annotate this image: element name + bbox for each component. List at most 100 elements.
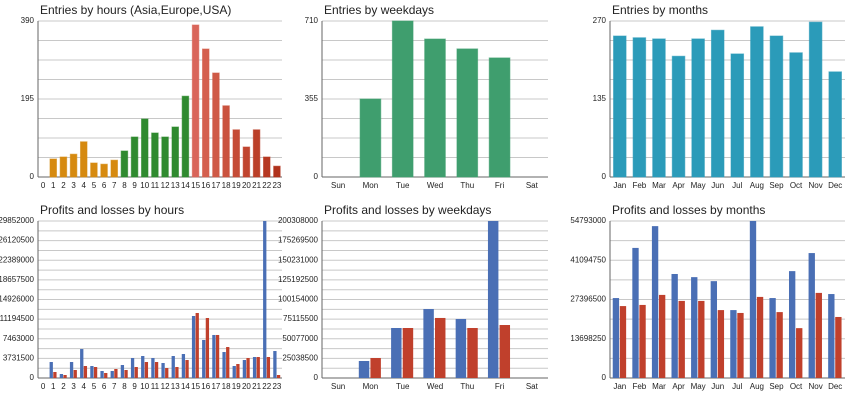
bar xyxy=(130,136,139,178)
bar xyxy=(114,369,118,378)
bar xyxy=(391,20,414,178)
bar xyxy=(730,53,745,178)
x-tick-label: 9 xyxy=(132,382,137,391)
bar xyxy=(632,247,639,378)
x-tick-label: 11 xyxy=(151,382,160,391)
bar xyxy=(619,306,627,378)
x-tick-label: 14 xyxy=(181,382,190,391)
bar xyxy=(191,315,196,378)
bar xyxy=(424,38,446,178)
x-tick-label: Mar xyxy=(652,382,666,391)
bar xyxy=(171,126,180,178)
bar xyxy=(435,317,446,378)
x-tick-label: 21 xyxy=(252,181,261,190)
x-tick-label: 14 xyxy=(181,181,190,190)
x-tick-label: Jan xyxy=(613,382,626,391)
bar xyxy=(215,334,220,378)
y-tick-label: 150231000 xyxy=(278,255,319,264)
x-tick-label: Aug xyxy=(750,382,764,391)
x-tick-label: 16 xyxy=(201,181,210,190)
bar xyxy=(181,354,186,378)
bar xyxy=(110,159,119,178)
bar xyxy=(455,318,467,378)
x-tick-label: 9 xyxy=(132,181,137,190)
bar xyxy=(63,375,67,378)
bar xyxy=(658,294,666,378)
bar xyxy=(181,95,190,178)
y-tick-label: 75115500 xyxy=(283,314,319,323)
bar xyxy=(691,38,705,178)
x-tick-label: Oct xyxy=(790,382,803,391)
x-tick-label: 3 xyxy=(71,181,76,190)
x-tick-label: Tue xyxy=(396,382,410,391)
x-tick-label: Fri xyxy=(495,181,505,190)
y-tick-label: 54793000 xyxy=(570,216,606,225)
bar xyxy=(165,368,169,378)
y-tick-label: 710 xyxy=(305,16,319,25)
bar xyxy=(141,356,145,378)
bar xyxy=(80,349,84,378)
y-tick-label: 22389000 xyxy=(0,255,35,264)
x-tick-label: Wed xyxy=(427,181,443,190)
x-tick-label: 12 xyxy=(161,181,170,190)
bar xyxy=(717,310,725,378)
bar xyxy=(212,72,220,178)
x-tick-label: 8 xyxy=(122,181,127,190)
x-tick-label: 23 xyxy=(272,382,281,391)
bar xyxy=(273,165,281,178)
x-tick-label: 19 xyxy=(232,181,241,190)
x-tick-label: 0 xyxy=(41,382,46,391)
bar xyxy=(161,136,169,178)
bar xyxy=(488,57,511,178)
bar xyxy=(710,281,718,378)
y-tick-label: 13698250 xyxy=(570,334,606,343)
bar xyxy=(796,328,803,378)
x-tick-label: 18 xyxy=(222,382,231,391)
bar xyxy=(79,141,88,178)
bar xyxy=(100,371,104,378)
bar xyxy=(171,356,175,378)
x-tick-label: Jul xyxy=(732,382,742,391)
x-tick-label: 8 xyxy=(122,382,127,391)
x-tick-label: 17 xyxy=(211,181,220,190)
bar xyxy=(191,24,200,178)
bar xyxy=(134,367,138,378)
y-tick-label: 26120500 xyxy=(0,236,35,245)
bar xyxy=(808,21,823,178)
bar xyxy=(835,316,842,378)
bar xyxy=(769,298,776,378)
y-tick-label: 7463000 xyxy=(3,334,35,343)
bar xyxy=(671,55,686,178)
bar xyxy=(730,310,737,378)
bar xyxy=(266,357,271,378)
x-tick-label: Sun xyxy=(331,382,345,391)
y-tick-label: 25038500 xyxy=(282,353,318,362)
x-tick-label: Jan xyxy=(613,181,626,190)
y-tick-label: 0 xyxy=(30,172,35,181)
y-tick-label: 0 xyxy=(602,373,607,382)
bar xyxy=(262,156,271,178)
bar xyxy=(49,362,53,378)
x-tick-label: Sat xyxy=(526,382,539,391)
y-tick-label: 29852000 xyxy=(0,216,35,225)
bar xyxy=(639,304,646,378)
x-tick-label: Aug xyxy=(750,181,764,190)
bar xyxy=(59,374,64,378)
x-tick-label: 23 xyxy=(272,181,281,190)
bar xyxy=(256,357,260,378)
x-tick-label: Thu xyxy=(460,181,474,190)
x-tick-label: 22 xyxy=(262,181,271,190)
bar xyxy=(49,158,58,178)
bar xyxy=(73,370,77,378)
y-tick-label: 270 xyxy=(593,16,607,25)
bar xyxy=(370,358,381,378)
bar xyxy=(749,221,757,378)
bar xyxy=(691,277,698,378)
bar xyxy=(104,373,108,378)
y-tick-label: 3731500 xyxy=(3,353,35,362)
x-tick-label: 6 xyxy=(102,382,107,391)
bar xyxy=(59,156,68,178)
x-tick-label: 11 xyxy=(151,181,160,190)
x-tick-label: 16 xyxy=(201,382,210,391)
